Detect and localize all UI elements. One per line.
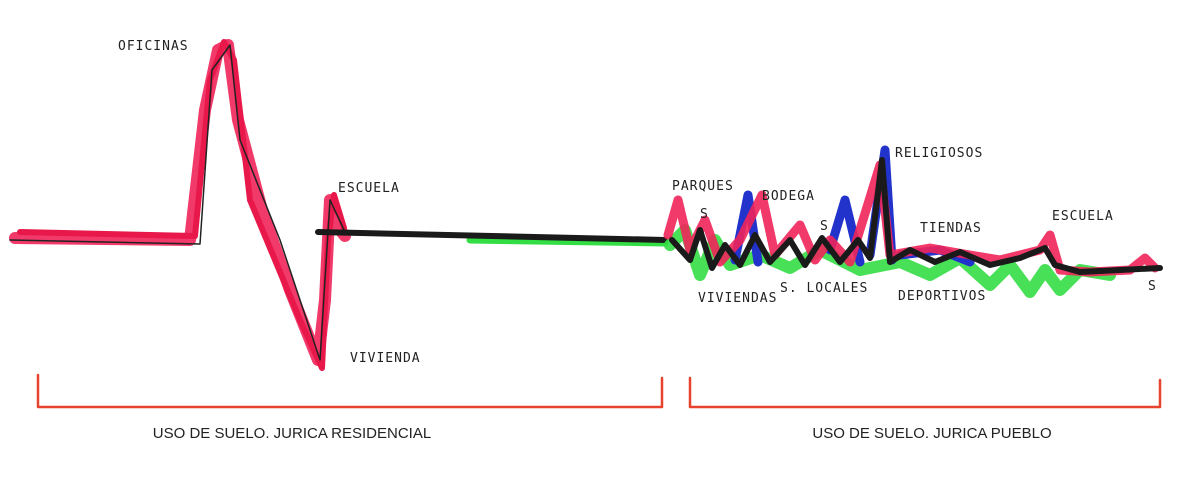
- label: VIVIENDAS: [698, 291, 777, 306]
- stroke-black: [9, 44, 346, 361]
- section-label: USO DE SUELO. JURICA PUEBLO: [812, 425, 1051, 442]
- label: PARQUES: [672, 179, 734, 194]
- section-label: USO DE SUELO. JURICA RESIDENCIAL: [153, 425, 431, 442]
- label: DEPORTIVOS: [898, 289, 986, 304]
- bracket: [36, 373, 664, 409]
- strokes: [9, 39, 1163, 409]
- label: VIVIENDA: [350, 351, 421, 366]
- bracket: [688, 376, 1162, 409]
- stroke-flat: [315, 229, 668, 243]
- label: BODEGA: [762, 189, 815, 204]
- label: ESCUELA: [1052, 209, 1114, 224]
- label: RELIGIOSOS: [895, 146, 983, 161]
- stroke-green: [466, 236, 669, 247]
- stroke-black-r: [669, 157, 1163, 275]
- stroke-blue-r: [730, 145, 975, 267]
- label: S: [820, 219, 829, 234]
- label: OFICINAS: [118, 39, 189, 54]
- label: S: [1148, 279, 1157, 294]
- labels: OFICINAS ESCUELA VIVIENDA PARQUES BODEGA…: [118, 39, 1157, 442]
- stroke-red-2: [17, 39, 347, 371]
- label: TIENDAS: [920, 221, 982, 236]
- label: ESCUELA: [338, 181, 400, 196]
- label: S: [700, 207, 709, 222]
- label: S. LOCALES: [780, 281, 868, 296]
